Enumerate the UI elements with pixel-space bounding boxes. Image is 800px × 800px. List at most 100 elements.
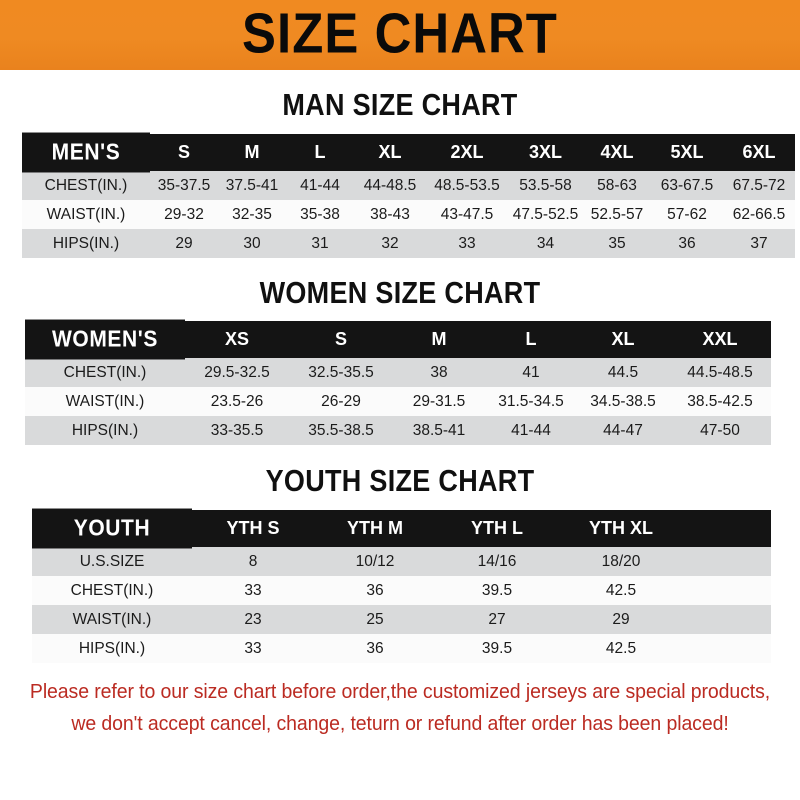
youth-size-table: YOUTH YTH S YTH M YTH L YTH XL U.S.SIZE … <box>32 508 771 663</box>
youth-row-0-cell-0: 8 <box>192 547 314 576</box>
table-row: WAIST(IN.) 23.5-26 26-29 29-31.5 31.5-34… <box>25 387 771 416</box>
women-size-col-0: XS <box>185 321 289 358</box>
man-row-0-cell-6: 58-63 <box>583 171 651 200</box>
man-section-title: MAN SIZE CHART <box>282 88 518 122</box>
man-size-table-wrap: MEN'S S M L XL 2XL 3XL 4XL 5XL 6XL CHEST… <box>22 132 795 258</box>
women-row-2-cell-2: 38.5-41 <box>393 416 485 445</box>
women-row-1-cell-1: 26-29 <box>289 387 393 416</box>
youth-row-label-header: YOUTH <box>32 508 192 549</box>
youth-size-table-wrap: YOUTH YTH S YTH M YTH L YTH XL U.S.SIZE … <box>32 508 771 663</box>
youth-row-1-label: CHEST(IN.) <box>32 576 192 605</box>
women-row-1-cell-2: 29-31.5 <box>393 387 485 416</box>
man-row-2-cell-5: 34 <box>508 229 583 258</box>
man-row-0-cell-4: 48.5-53.5 <box>426 171 508 200</box>
women-row-2-cell-1: 35.5-38.5 <box>289 416 393 445</box>
man-size-col-0: S <box>150 134 218 171</box>
man-row-label-header: MEN'S <box>22 132 150 173</box>
man-header-row: MEN'S S M L XL 2XL 3XL 4XL 5XL 6XL <box>22 132 795 173</box>
women-size-col-5: XXL <box>669 321 771 358</box>
man-size-col-2: L <box>286 134 354 171</box>
man-size-col-7: 5XL <box>651 134 723 171</box>
women-row-1-cell-0: 23.5-26 <box>185 387 289 416</box>
man-row-2-cell-1: 30 <box>218 229 286 258</box>
banner-underline <box>0 70 800 73</box>
man-row-0-cell-7: 63-67.5 <box>651 171 723 200</box>
youth-size-col-1: YTH M <box>314 510 436 547</box>
women-row-0-cell-3: 41 <box>485 358 577 387</box>
women-section-title: WOMEN SIZE CHART <box>259 276 541 310</box>
youth-row-2-filler <box>684 605 771 634</box>
man-row-0-cell-3: 44-48.5 <box>354 171 426 200</box>
man-row-2-cell-2: 31 <box>286 229 354 258</box>
footer-disclaimer-line-2: we don't accept cancel, change, teturn o… <box>71 711 729 735</box>
man-row-1-label: WAIST(IN.) <box>22 200 150 229</box>
man-size-col-3: XL <box>354 134 426 171</box>
table-row: HIPS(IN.) 33-35.5 35.5-38.5 38.5-41 41-4… <box>25 416 771 445</box>
man-row-0-cell-2: 41-44 <box>286 171 354 200</box>
women-row-2-cell-4: 44-47 <box>577 416 669 445</box>
man-row-0-label: CHEST(IN.) <box>22 171 150 200</box>
youth-row-2-cell-0: 23 <box>192 605 314 634</box>
women-row-label-header: WOMEN'S <box>25 319 185 360</box>
man-row-1-cell-6: 52.5-57 <box>583 200 651 229</box>
youth-row-1-cell-3: 42.5 <box>558 576 684 605</box>
table-row: U.S.SIZE 8 10/12 14/16 18/20 <box>32 547 771 576</box>
youth-row-0-filler <box>684 547 771 576</box>
youth-row-1-cell-1: 36 <box>314 576 436 605</box>
youth-row-2-label: WAIST(IN.) <box>32 605 192 634</box>
page-banner: SIZE CHART <box>0 0 800 70</box>
man-row-0-cell-0: 35-37.5 <box>150 171 218 200</box>
women-row-0-cell-1: 32.5-35.5 <box>289 358 393 387</box>
man-size-col-6: 4XL <box>583 134 651 171</box>
man-row-2-label: HIPS(IN.) <box>22 229 150 258</box>
youth-size-col-0: YTH S <box>192 510 314 547</box>
women-row-0-cell-4: 44.5 <box>577 358 669 387</box>
man-row-2-cell-4: 33 <box>426 229 508 258</box>
women-row-2-cell-3: 41-44 <box>485 416 577 445</box>
youth-section-title: YOUTH SIZE CHART <box>265 464 535 498</box>
youth-row-2-cell-3: 29 <box>558 605 684 634</box>
women-row-1-cell-4: 34.5-38.5 <box>577 387 669 416</box>
youth-row-2-cell-1: 25 <box>314 605 436 634</box>
man-row-1-cell-4: 43-47.5 <box>426 200 508 229</box>
women-size-col-3: L <box>485 321 577 358</box>
youth-header-filler <box>684 510 771 547</box>
man-row-0-cell-5: 53.5-58 <box>508 171 583 200</box>
women-row-0-cell-2: 38 <box>393 358 485 387</box>
youth-row-3-cell-1: 36 <box>314 634 436 663</box>
women-row-1-cell-3: 31.5-34.5 <box>485 387 577 416</box>
youth-row-1-cell-2: 39.5 <box>436 576 558 605</box>
youth-row-3-cell-2: 39.5 <box>436 634 558 663</box>
man-row-2-cell-7: 36 <box>651 229 723 258</box>
table-row: CHEST(IN.) 35-37.5 37.5-41 41-44 44-48.5… <box>22 171 795 200</box>
table-row: HIPS(IN.) 33 36 39.5 42.5 <box>32 634 771 663</box>
man-row-1-cell-8: 62-66.5 <box>723 200 795 229</box>
footer-disclaimer-line-1: Please refer to our size chart before or… <box>29 680 771 704</box>
man-size-col-4: 2XL <box>426 134 508 171</box>
women-row-0-cell-5: 44.5-48.5 <box>669 358 771 387</box>
youth-row-0-cell-1: 10/12 <box>314 547 436 576</box>
youth-row-0-cell-3: 18/20 <box>558 547 684 576</box>
man-row-0-cell-8: 67.5-72 <box>723 171 795 200</box>
women-header-row: WOMEN'S XS S M L XL XXL <box>25 319 771 360</box>
table-row: CHEST(IN.) 33 36 39.5 42.5 <box>32 576 771 605</box>
youth-row-3-cell-3: 42.5 <box>558 634 684 663</box>
women-row-2-cell-5: 47-50 <box>669 416 771 445</box>
man-size-col-5: 3XL <box>508 134 583 171</box>
youth-row-1-cell-0: 33 <box>192 576 314 605</box>
women-row-2-cell-0: 33-35.5 <box>185 416 289 445</box>
women-row-2-label: HIPS(IN.) <box>25 416 185 445</box>
page-title: SIZE CHART <box>242 3 558 66</box>
man-row-1-cell-5: 47.5-52.5 <box>508 200 583 229</box>
man-size-col-8: 6XL <box>723 134 795 171</box>
women-size-col-2: M <box>393 321 485 358</box>
man-size-table: MEN'S S M L XL 2XL 3XL 4XL 5XL 6XL CHEST… <box>22 132 795 258</box>
youth-size-col-2: YTH L <box>436 510 558 547</box>
man-row-1-cell-7: 57-62 <box>651 200 723 229</box>
table-row: CHEST(IN.) 29.5-32.5 32.5-35.5 38 41 44.… <box>25 358 771 387</box>
table-row: WAIST(IN.) 29-32 32-35 35-38 38-43 43-47… <box>22 200 795 229</box>
man-row-0-cell-1: 37.5-41 <box>218 171 286 200</box>
man-row-2-cell-0: 29 <box>150 229 218 258</box>
youth-size-col-3: YTH XL <box>558 510 684 547</box>
